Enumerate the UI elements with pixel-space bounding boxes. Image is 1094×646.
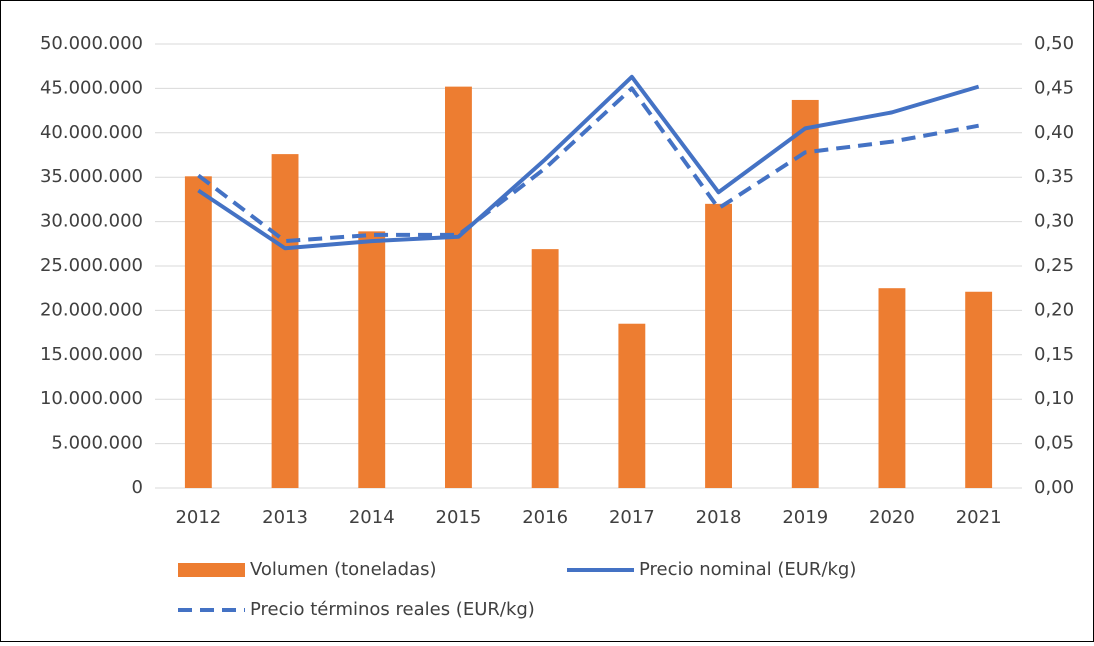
bar — [618, 323, 646, 488]
line-series — [197, 86, 980, 244]
x-tick-label: 2016 — [522, 507, 568, 528]
x-tick-label: 2017 — [609, 507, 655, 528]
y2-tick-label: 0,40 — [1034, 122, 1074, 143]
legend-label: Precio términos reales (EUR/kg) — [250, 599, 535, 620]
bar — [271, 154, 299, 488]
y2-tick-label: 0,00 — [1034, 477, 1074, 498]
y-tick-label: 5.000.000 — [51, 433, 143, 454]
y2-tick-label: 0,45 — [1034, 77, 1074, 98]
y-tick-label: 0 — [132, 477, 143, 498]
y-tick-label: 20.000.000 — [40, 299, 143, 320]
y2-tick-label: 0,10 — [1034, 388, 1074, 409]
y2-tick-label: 0,35 — [1034, 166, 1074, 187]
line-series — [197, 74, 980, 251]
y-tick-label: 45.000.000 — [40, 77, 143, 98]
bar — [791, 99, 819, 488]
x-tick-label: 2018 — [696, 507, 742, 528]
y-tick-label: 50.000.000 — [40, 33, 143, 54]
x-tick-label: 2021 — [956, 507, 1002, 528]
x-tick-label: 2013 — [262, 507, 308, 528]
legend-label: Volumen (toneladas) — [250, 559, 437, 580]
y2-tick-label: 0,25 — [1034, 255, 1074, 276]
y2-tick-label: 0,15 — [1034, 344, 1074, 365]
bar — [878, 288, 906, 488]
y2-tick-label: 0,30 — [1034, 211, 1074, 232]
x-tick-label: 2020 — [869, 507, 915, 528]
y-tick-label: 35.000.000 — [40, 166, 143, 187]
bar — [445, 86, 472, 489]
y-tick-label: 15.000.000 — [40, 344, 143, 365]
x-tick-label: 2019 — [782, 507, 828, 528]
legend-swatch — [178, 563, 245, 577]
legend-label: Precio nominal (EUR/kg) — [639, 559, 856, 580]
y-tick-label: 40.000.000 — [40, 122, 143, 143]
x-tick-label: 2012 — [175, 507, 221, 528]
y2-tick-label: 0,20 — [1034, 299, 1074, 320]
bar — [965, 291, 993, 488]
x-tick-label: 2015 — [436, 507, 482, 528]
y-tick-label: 30.000.000 — [40, 211, 143, 232]
bar — [358, 231, 386, 489]
y2-tick-label: 0,50 — [1034, 33, 1074, 54]
y-tick-label: 25.000.000 — [40, 255, 143, 276]
bar — [184, 176, 212, 488]
x-tick-label: 2014 — [349, 507, 395, 528]
bar — [705, 203, 732, 488]
y2-tick-label: 0,05 — [1034, 433, 1074, 454]
y-tick-label: 10.000.000 — [40, 388, 143, 409]
bar — [531, 249, 559, 488]
